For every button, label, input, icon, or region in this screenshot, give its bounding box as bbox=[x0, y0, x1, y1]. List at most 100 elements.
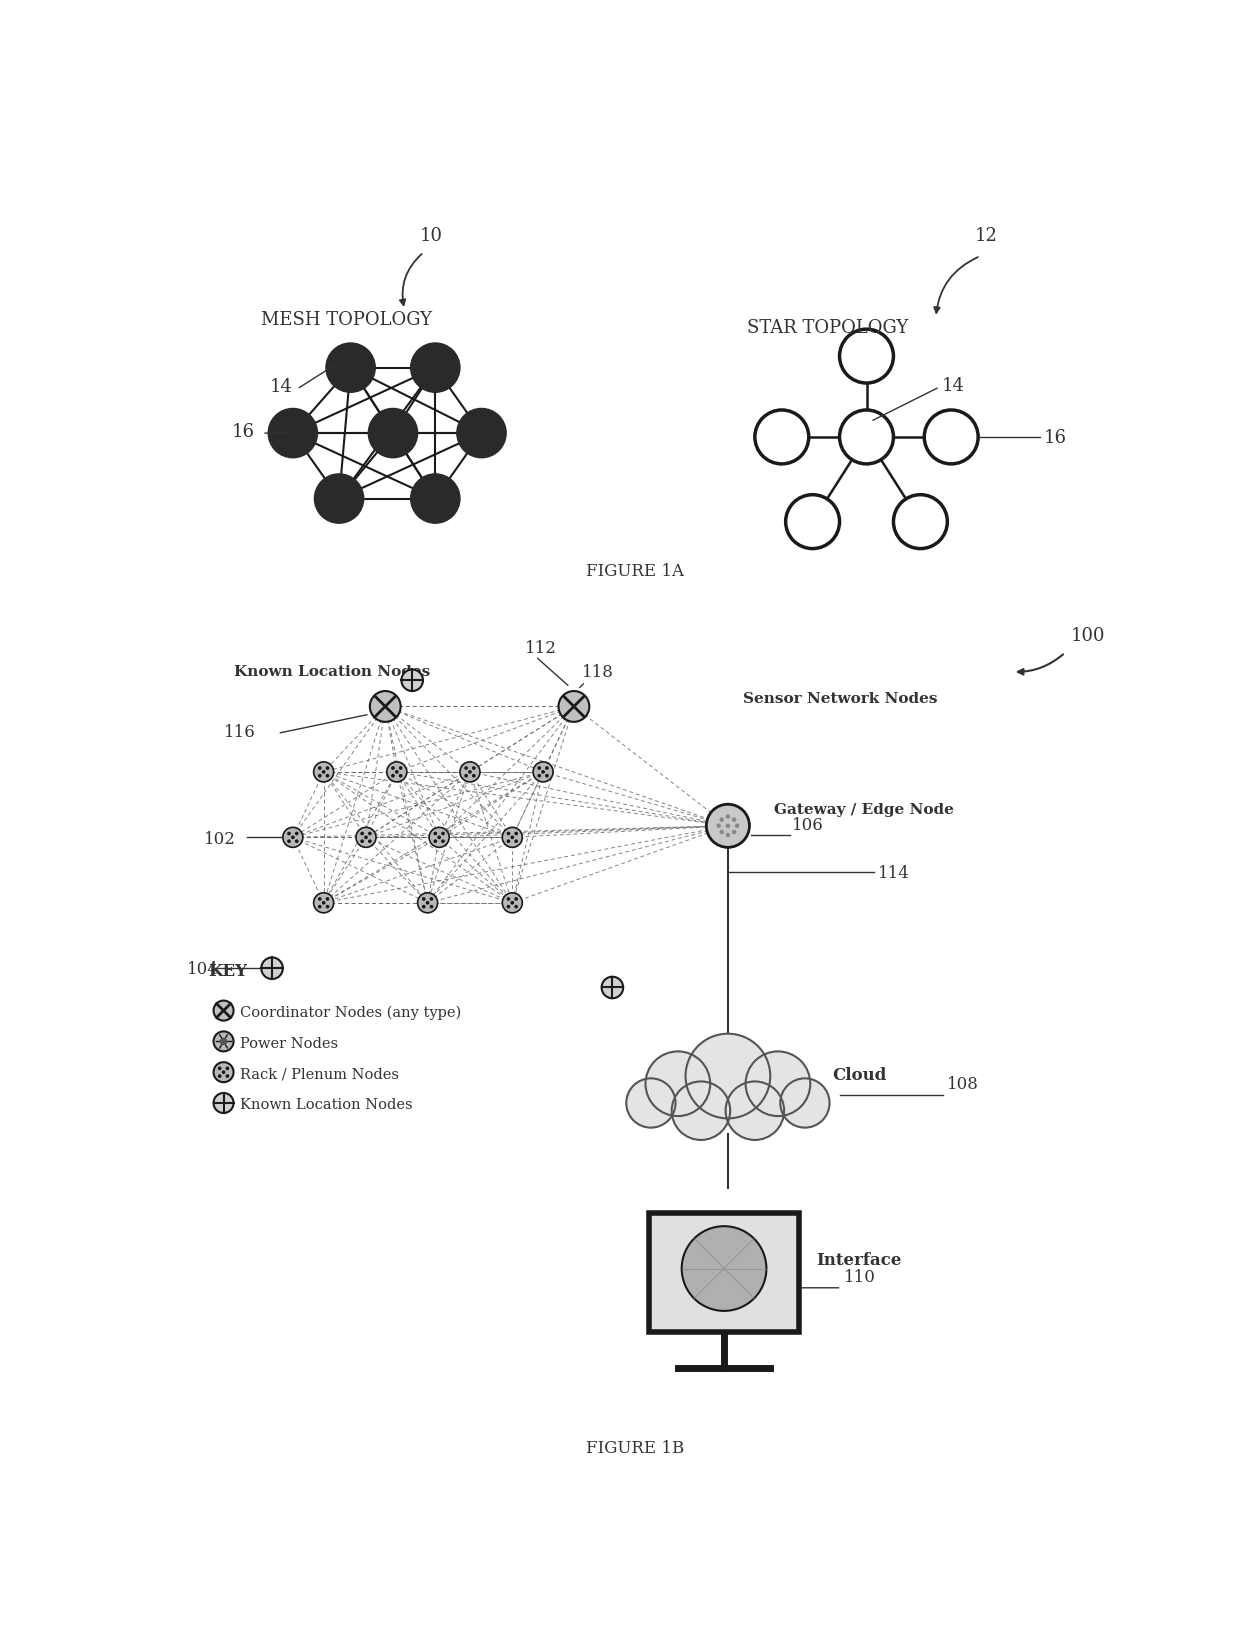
Circle shape bbox=[213, 1001, 233, 1021]
Text: Known Location Nodes: Known Location Nodes bbox=[241, 1099, 413, 1112]
Circle shape bbox=[326, 767, 329, 770]
Circle shape bbox=[368, 408, 418, 458]
Text: Rack / Plenum Nodes: Rack / Plenum Nodes bbox=[241, 1067, 399, 1082]
Circle shape bbox=[727, 824, 729, 828]
Circle shape bbox=[221, 1039, 227, 1044]
Circle shape bbox=[438, 836, 440, 839]
Circle shape bbox=[745, 1051, 810, 1117]
Text: 104: 104 bbox=[187, 961, 219, 978]
Text: 12: 12 bbox=[975, 226, 997, 244]
Circle shape bbox=[213, 1062, 233, 1082]
Circle shape bbox=[262, 958, 283, 980]
Circle shape bbox=[288, 833, 290, 834]
Circle shape bbox=[720, 831, 723, 834]
Circle shape bbox=[507, 897, 510, 900]
Circle shape bbox=[686, 1034, 770, 1118]
Circle shape bbox=[430, 905, 433, 909]
Circle shape bbox=[319, 767, 321, 770]
Text: 110: 110 bbox=[843, 1269, 875, 1285]
Circle shape bbox=[410, 474, 460, 524]
Circle shape bbox=[626, 1079, 676, 1128]
Circle shape bbox=[538, 767, 541, 770]
Circle shape bbox=[226, 1067, 228, 1069]
Circle shape bbox=[399, 767, 402, 770]
Circle shape bbox=[502, 892, 522, 914]
Text: FIGURE 1B: FIGURE 1B bbox=[587, 1441, 684, 1457]
Circle shape bbox=[434, 839, 436, 843]
Circle shape bbox=[288, 839, 290, 843]
Circle shape bbox=[546, 775, 548, 776]
Text: Coordinator Nodes (any type): Coordinator Nodes (any type) bbox=[241, 1006, 461, 1019]
Circle shape bbox=[314, 892, 334, 914]
Text: Power Nodes: Power Nodes bbox=[241, 1036, 339, 1051]
Text: KEY: KEY bbox=[208, 963, 247, 980]
Circle shape bbox=[502, 828, 522, 847]
Circle shape bbox=[469, 771, 471, 773]
Circle shape bbox=[538, 775, 541, 776]
Circle shape bbox=[727, 834, 729, 836]
Circle shape bbox=[283, 828, 303, 847]
Circle shape bbox=[515, 839, 517, 843]
Circle shape bbox=[546, 767, 548, 770]
Bar bbox=[649, 1213, 799, 1332]
Circle shape bbox=[396, 771, 398, 773]
Circle shape bbox=[392, 767, 394, 770]
Circle shape bbox=[319, 775, 321, 776]
Text: MESH TOPOLOGY: MESH TOPOLOGY bbox=[262, 311, 433, 329]
Text: 112: 112 bbox=[525, 639, 557, 656]
Circle shape bbox=[727, 814, 729, 818]
Circle shape bbox=[542, 771, 544, 773]
Circle shape bbox=[226, 1075, 228, 1077]
Circle shape bbox=[720, 818, 723, 821]
Circle shape bbox=[314, 762, 334, 781]
Circle shape bbox=[365, 836, 367, 839]
Circle shape bbox=[735, 824, 739, 828]
Circle shape bbox=[291, 836, 294, 839]
Circle shape bbox=[368, 839, 371, 843]
Circle shape bbox=[326, 344, 376, 392]
Circle shape bbox=[423, 905, 425, 909]
Circle shape bbox=[218, 1075, 221, 1077]
Circle shape bbox=[682, 1226, 766, 1312]
Circle shape bbox=[707, 805, 749, 847]
Circle shape bbox=[533, 762, 553, 781]
Circle shape bbox=[472, 767, 475, 770]
Circle shape bbox=[326, 775, 329, 776]
Circle shape bbox=[515, 905, 517, 909]
Text: Sensor Network Nodes: Sensor Network Nodes bbox=[743, 692, 937, 705]
Text: Cloud: Cloud bbox=[832, 1067, 887, 1084]
Circle shape bbox=[370, 691, 401, 722]
Circle shape bbox=[213, 1031, 233, 1051]
Text: 118: 118 bbox=[582, 664, 614, 681]
Circle shape bbox=[786, 494, 839, 548]
Circle shape bbox=[402, 669, 423, 691]
Text: 114: 114 bbox=[878, 866, 910, 882]
Circle shape bbox=[511, 902, 513, 904]
Text: 116: 116 bbox=[223, 724, 255, 742]
Text: Gateway / Edge Node: Gateway / Edge Node bbox=[774, 803, 954, 818]
Circle shape bbox=[392, 775, 394, 776]
Circle shape bbox=[456, 408, 506, 458]
Circle shape bbox=[268, 408, 317, 458]
Circle shape bbox=[646, 1051, 711, 1117]
Text: STAR TOPOLOGY: STAR TOPOLOGY bbox=[748, 319, 909, 337]
Text: 14: 14 bbox=[942, 377, 965, 395]
Circle shape bbox=[434, 833, 436, 834]
Circle shape bbox=[507, 833, 510, 834]
Circle shape bbox=[361, 833, 363, 834]
Circle shape bbox=[423, 897, 425, 900]
Circle shape bbox=[213, 1094, 233, 1113]
Circle shape bbox=[222, 1070, 224, 1074]
Circle shape bbox=[399, 775, 402, 776]
Text: FIGURE 1A: FIGURE 1A bbox=[587, 563, 684, 580]
Text: 106: 106 bbox=[792, 816, 823, 834]
Circle shape bbox=[515, 833, 517, 834]
Circle shape bbox=[465, 775, 467, 776]
Circle shape bbox=[361, 839, 363, 843]
Circle shape bbox=[319, 905, 321, 909]
Circle shape bbox=[218, 1067, 221, 1069]
Circle shape bbox=[672, 1082, 730, 1140]
Circle shape bbox=[924, 410, 978, 464]
Circle shape bbox=[839, 410, 894, 464]
Circle shape bbox=[322, 771, 325, 773]
